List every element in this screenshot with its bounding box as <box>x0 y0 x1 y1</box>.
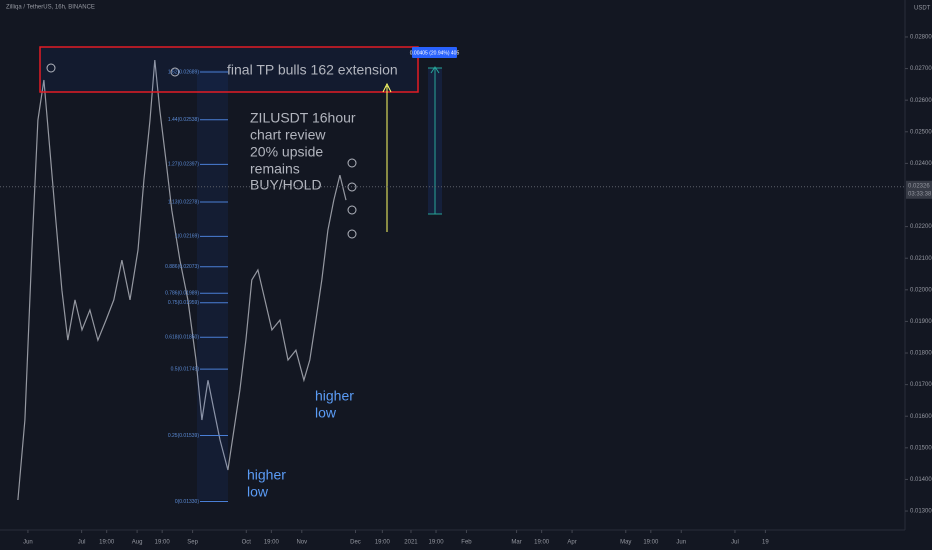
higher-low-note: low <box>315 405 337 421</box>
fib-label: 1.13(0.02278) <box>168 199 199 205</box>
last-price-label: 0.02326 <box>908 183 930 189</box>
x-tick-label: 19:00 <box>375 540 391 546</box>
y-tick-label: 0.02700 <box>910 66 932 72</box>
symbol-header: Zilliqa / TetherUS, 16h, BINANCE <box>6 5 95 11</box>
fib-label: 0.25(0.01539) <box>168 433 199 439</box>
fib-label: 0.786(0.01989) <box>165 291 199 297</box>
marker-icon <box>46 63 56 73</box>
measure-arrow <box>430 66 440 74</box>
price-line <box>17 59 347 501</box>
fib-label: 0(0.01330) <box>175 499 200 505</box>
fib-label: 0.75(0.01959) <box>168 300 199 306</box>
signal-icons <box>347 158 357 239</box>
x-tick-label: Mar <box>511 540 521 546</box>
measure-label: 0.00405 (20.94%) 405 <box>410 50 460 56</box>
fib-label: 0.5(0.01749) <box>171 366 200 372</box>
marker-icon <box>170 67 180 77</box>
fib-zone <box>197 70 228 500</box>
signal-icon <box>347 205 357 215</box>
x-tick-label: 19:00 <box>99 540 115 546</box>
y-tick-label: 0.02200 <box>910 224 932 230</box>
x-tick-label: Jun <box>23 540 33 546</box>
review-line: BUY/HOLD <box>250 177 322 193</box>
y-tick-label: 0.02000 <box>910 287 932 293</box>
fib-label: 1.27(0.02397) <box>168 162 199 168</box>
x-tick-label: Jul <box>78 540 86 546</box>
fib-label: 1.44(0.02538) <box>168 117 199 123</box>
last-price-bg <box>906 180 932 199</box>
review-line: chart review <box>250 127 326 143</box>
x-tick-label: 19:00 <box>534 540 550 546</box>
y-tick-label: 0.02800 <box>910 35 932 41</box>
review-line: ZILUSDT 16hour <box>250 110 356 126</box>
x-tick-label: May <box>620 540 631 546</box>
arrow-head <box>382 82 392 93</box>
x-tick-label: Oct <box>242 540 252 546</box>
y-tick-label: 0.01500 <box>910 445 932 451</box>
x-tick-label: 19:00 <box>264 540 280 546</box>
currency-label: USDT <box>914 6 931 12</box>
x-tick-label: Jun <box>676 540 686 546</box>
y-tick-label: 0.01300 <box>910 509 932 515</box>
x-tick-label: 19:00 <box>155 540 171 546</box>
x-tick-label: 19:00 <box>429 540 445 546</box>
x-tick-label: Feb <box>461 540 472 546</box>
fib-label: 0.886(0.02073) <box>165 264 199 270</box>
signal-icon <box>347 229 357 239</box>
y-tick-label: 0.02500 <box>910 129 932 135</box>
x-tick-label: Jul <box>731 540 739 546</box>
series-layer <box>17 59 347 501</box>
higher-low-note: low <box>247 484 269 500</box>
y-tick-label: 0.01700 <box>910 382 932 388</box>
signal-icon <box>347 158 357 168</box>
review-note: ZILUSDT 16hour chart review 20% upside r… <box>250 110 356 193</box>
fib-label: 1(0.02169) <box>175 234 200 240</box>
target-box <box>39 46 419 93</box>
y-tick-label: 0.01400 <box>910 477 932 483</box>
x-tick-label: Sep <box>187 540 198 546</box>
x-tick-label: 2021 <box>404 540 418 546</box>
x-tick-label: Aug <box>132 540 143 546</box>
y-tick-label: 0.02400 <box>910 161 932 167</box>
y-tick-label: 0.01600 <box>910 414 932 420</box>
fib-label: 0.618(0.01850) <box>165 335 199 341</box>
last-time-label: 03:33:38 <box>908 191 932 197</box>
higher-low-note: higher <box>315 388 354 404</box>
x-tick-label: 19 <box>762 540 769 546</box>
target-note: final TP bulls 162 extension <box>227 62 398 78</box>
review-line: 20% upside <box>250 144 323 160</box>
y-tick-label: 0.01900 <box>910 319 932 325</box>
review-line: remains <box>250 161 300 177</box>
x-tick-label: Dec <box>350 540 361 546</box>
x-tick-label: Apr <box>567 540 576 546</box>
measure-label-bg <box>412 47 457 58</box>
fib-label: 1.62(0.02689) <box>168 69 199 75</box>
higher-low-note: higher <box>247 467 286 483</box>
y-tick-label: 0.02600 <box>910 98 932 104</box>
y-tick-label: 0.02100 <box>910 256 932 262</box>
x-tick-label: Nov <box>296 540 307 546</box>
y-tick-label: 0.01800 <box>910 351 932 357</box>
x-tick-label: 19:00 <box>643 540 659 546</box>
